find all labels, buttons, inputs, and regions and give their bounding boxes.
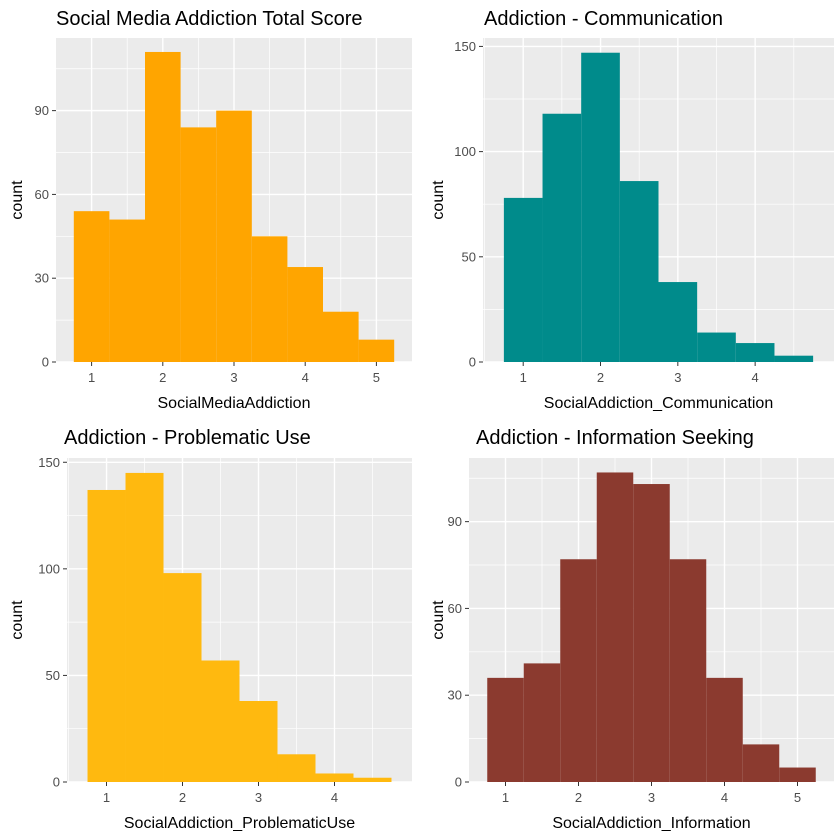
x-axis-label: SocialAddiction_Communication bbox=[544, 395, 773, 412]
panel-title: Social Media Addiction Total Score bbox=[56, 8, 362, 30]
histogram-bar bbox=[73, 211, 110, 362]
x-tick-label: 2 bbox=[179, 790, 186, 805]
panel-1: 1 2 3 4 5 0 30 60 90 Social Media Addiction Total… bbox=[9, 8, 412, 412]
histogram-bar bbox=[251, 236, 288, 362]
y-tick-label: 90 bbox=[35, 103, 49, 118]
x-tick-label: 5 bbox=[794, 790, 801, 805]
x-tick-label: 2 bbox=[159, 370, 166, 385]
panel-title: Addiction - Information Seeking bbox=[476, 427, 754, 449]
histogram-bar bbox=[315, 773, 354, 782]
histogram-bar bbox=[619, 181, 659, 362]
y-axis-label: count bbox=[9, 600, 26, 640]
histogram-bar bbox=[323, 311, 359, 362]
histogram-bar bbox=[706, 677, 743, 782]
x-tick-label: 3 bbox=[230, 370, 237, 385]
histogram-bar bbox=[774, 355, 814, 362]
y-tick-label: 150 bbox=[38, 455, 60, 470]
x-tick-label: 2 bbox=[597, 370, 604, 385]
histogram-bar bbox=[581, 52, 620, 363]
x-tick-label: 4 bbox=[721, 790, 728, 805]
histogram-bar bbox=[697, 332, 736, 362]
y-axis-label: count bbox=[430, 600, 447, 640]
x-tick-label: 1 bbox=[88, 370, 95, 385]
histogram-bar bbox=[523, 663, 561, 782]
y-tick-label: 50 bbox=[462, 249, 476, 264]
panel-4: 1 2 3 4 5 0 30 60 90 Addiction - Information Seek… bbox=[430, 427, 834, 832]
histogram-bar bbox=[596, 472, 634, 782]
x-tick-label: 3 bbox=[674, 370, 681, 385]
histogram-bar bbox=[277, 754, 316, 782]
y-tick-label: 90 bbox=[448, 514, 462, 529]
panel-title: Addiction - Problematic Use bbox=[64, 427, 311, 449]
histogram-bar bbox=[239, 701, 278, 782]
histogram-bar bbox=[633, 484, 670, 782]
y-tick-label: 30 bbox=[448, 688, 462, 703]
y-tick-label: 60 bbox=[448, 601, 462, 616]
y-tick-label: 60 bbox=[35, 187, 49, 202]
x-tick-label: 1 bbox=[103, 790, 110, 805]
y-axis-label: count bbox=[9, 180, 26, 220]
histogram-bar bbox=[87, 489, 126, 782]
x-tick-label: 4 bbox=[752, 370, 759, 385]
x-axis-label: SocialAddiction_Information bbox=[552, 815, 750, 832]
histogram-bar bbox=[145, 51, 181, 363]
x-tick-label: 3 bbox=[648, 790, 655, 805]
x-tick-label: 4 bbox=[331, 790, 338, 805]
y-tick-label: 0 bbox=[469, 355, 476, 370]
histogram-bar bbox=[658, 282, 698, 362]
x-tick-label: 3 bbox=[255, 790, 262, 805]
histogram-bar bbox=[542, 113, 582, 362]
x-tick-label: 5 bbox=[373, 370, 380, 385]
panel-title: Addiction - Communication bbox=[484, 8, 723, 30]
histogram-bar bbox=[353, 777, 392, 782]
histogram-bar bbox=[201, 660, 240, 782]
y-tick-label: 50 bbox=[46, 668, 60, 683]
histogram-bar bbox=[560, 559, 597, 782]
histogram-bar bbox=[735, 343, 775, 362]
histogram-bar bbox=[742, 744, 780, 782]
y-tick-label: 150 bbox=[454, 39, 476, 54]
y-tick-label: 30 bbox=[35, 271, 49, 286]
histogram-bar bbox=[669, 559, 707, 782]
y-axis-label: count bbox=[430, 180, 447, 220]
histogram-bar bbox=[487, 677, 524, 782]
histogram-bar bbox=[216, 110, 252, 362]
x-axis-label: SocialAddiction_ProblematicUse bbox=[124, 815, 355, 832]
panel-3: 1 2 3 4 0 50 100 150 Addiction - Problematic Use… bbox=[9, 427, 412, 832]
histogram-bar bbox=[287, 267, 323, 362]
histogram-bar bbox=[163, 573, 202, 782]
y-tick-label: 0 bbox=[53, 775, 60, 790]
y-tick-label: 0 bbox=[455, 775, 462, 790]
y-tick-label: 100 bbox=[38, 561, 60, 576]
histogram-bar bbox=[109, 219, 145, 362]
x-tick-label: 1 bbox=[520, 370, 527, 385]
histogram-bar bbox=[180, 127, 217, 363]
histogram-bar bbox=[779, 767, 816, 782]
x-tick-label: 4 bbox=[302, 370, 309, 385]
histogram-bar bbox=[503, 197, 543, 362]
x-axis-label: SocialMediaAddiction bbox=[158, 395, 311, 412]
y-tick-label: 100 bbox=[454, 144, 476, 159]
histogram-bar bbox=[358, 339, 395, 362]
x-tick-label: 1 bbox=[502, 790, 509, 805]
x-tick-label: 2 bbox=[575, 790, 582, 805]
panel-2: 1 2 3 4 0 50 100 150 Addiction - Communication So… bbox=[430, 8, 834, 412]
y-tick-label: 0 bbox=[42, 355, 49, 370]
histogram-bar bbox=[125, 472, 164, 782]
